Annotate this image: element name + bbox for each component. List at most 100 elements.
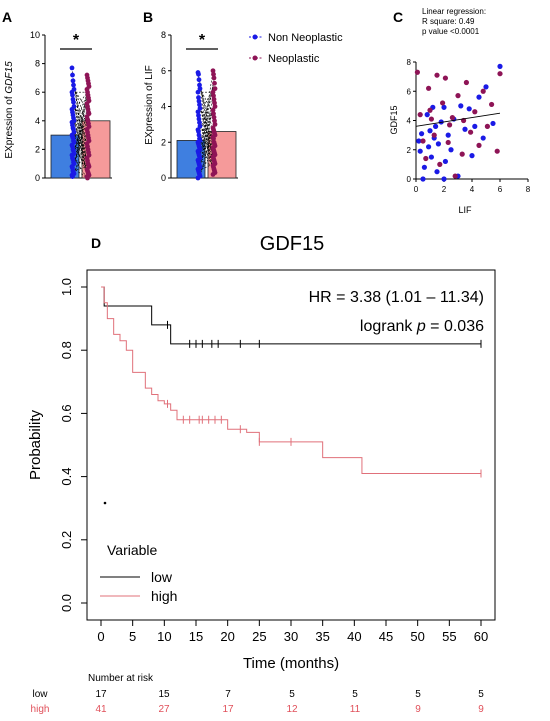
scatter-point — [433, 123, 439, 129]
point-non-neoplastic — [197, 105, 203, 111]
x-tick-label: 0 — [414, 185, 419, 194]
y-tick-label: 0 — [407, 175, 412, 184]
legend-label-neo: Neoplastic — [268, 53, 320, 65]
scatter-point — [417, 148, 423, 154]
scatter-point — [434, 169, 440, 175]
risk-cell-high: 9 — [415, 704, 421, 715]
panel-d-logrank-annotation: logrank p = 0.036 — [360, 318, 484, 335]
panel-a-significance: * — [73, 32, 80, 49]
scatter-point — [480, 88, 486, 94]
risk-cell-low: 17 — [95, 689, 107, 700]
point-non-neoplastic — [196, 129, 201, 134]
y-tick-label: 0.2 — [59, 531, 74, 549]
scatter-point — [441, 176, 447, 182]
panel-letter-d: D — [91, 235, 101, 251]
x-tick-label: 4 — [470, 185, 475, 194]
scatter-point — [421, 164, 427, 170]
scatter-point — [445, 132, 451, 138]
point-non-neoplastic — [196, 95, 201, 100]
scatter-point — [463, 79, 469, 86]
x-tick-label: 35 — [315, 629, 329, 644]
point-non-neoplastic — [197, 82, 202, 88]
risk-table: Number at risk low high 17 15 7 5 5 5 541 27 17 1… — [31, 673, 485, 715]
panel-d-xlabel: Time (months) — [243, 655, 339, 672]
risk-cell-low: 15 — [158, 689, 170, 700]
scatter-point — [462, 126, 468, 132]
risk-cell-low: 7 — [225, 689, 231, 700]
scatter-point — [459, 151, 465, 157]
scatter-point — [472, 123, 478, 129]
scatter-point — [424, 112, 430, 118]
panel-b-ylabel: EXpression of LIF — [144, 65, 155, 144]
paired-line — [71, 92, 88, 167]
scatter-point — [428, 154, 434, 160]
x-tick-label: 25 — [252, 629, 266, 644]
point-non-neoplastic — [196, 113, 201, 118]
regression-line — [415, 112, 501, 127]
point-non-neoplastic — [197, 102, 202, 108]
paired-line — [73, 149, 89, 173]
scatter-point — [431, 132, 437, 138]
panel-d-ylabel: Probability — [27, 409, 44, 480]
panel-c-title-line-1: Linear regression: — [422, 7, 486, 16]
scatter-point — [483, 84, 489, 90]
scatter-point — [434, 72, 440, 78]
paired-line — [197, 70, 214, 170]
paired-line — [72, 99, 89, 167]
scatter-point — [416, 138, 422, 144]
scatter-point — [469, 153, 475, 159]
point-neoplastic — [211, 136, 216, 142]
point-neoplastic — [211, 71, 216, 77]
paired-line — [72, 129, 88, 137]
risk-table-title: Number at risk — [88, 673, 154, 684]
panel-d-title: GDF15 — [260, 233, 324, 255]
scatter-point — [468, 129, 474, 135]
point-neoplastic — [211, 93, 216, 99]
paired-line — [198, 163, 214, 172]
y-tick-label: 2 — [161, 137, 166, 147]
point-neoplastic — [212, 80, 217, 86]
point-neoplastic — [212, 118, 217, 124]
scatter-point — [445, 139, 451, 146]
panel-letter-c: C — [393, 9, 403, 25]
point-neoplastic — [210, 68, 216, 74]
km-legend-label-low: low — [151, 569, 173, 585]
y-tick-label: 4 — [407, 117, 412, 126]
x-tick-label: 40 — [347, 629, 361, 644]
scatter-point — [480, 135, 486, 141]
risk-cell-low: 5 — [289, 689, 295, 700]
panel-a-bar-chart: EXpression of GDF15 * 0 2 4 6 8 10 — [4, 30, 112, 183]
y-tick-label: 0.6 — [59, 404, 74, 422]
scatter-point — [417, 112, 423, 118]
y-tick-label: 10 — [30, 30, 40, 40]
point-neoplastic — [211, 111, 216, 117]
risk-cell-high: 27 — [158, 704, 170, 715]
scatter-point — [494, 148, 500, 154]
x-tick-label: 2 — [442, 185, 447, 194]
x-tick-label: 60 — [474, 629, 488, 644]
paired-line — [73, 132, 90, 167]
scatter-point — [435, 141, 441, 147]
scatter-point — [442, 158, 448, 165]
paired-line — [73, 120, 90, 150]
x-tick-label: 5 — [129, 629, 136, 644]
x-tick-label: 20 — [220, 629, 234, 644]
y-tick-label: 6 — [407, 87, 412, 96]
panel-c-scatter: Linear regression: R square: 0.49 p valu… — [389, 7, 531, 215]
bar-legend: Non Neoplastic Neoplastic — [249, 32, 343, 65]
panel-d-km-plot: GDF15 Probability Time (months) HR = 3.3… — [27, 233, 496, 672]
legend-marker-neo — [252, 55, 258, 61]
scatter-point — [490, 120, 496, 127]
scatter-point — [428, 116, 434, 122]
scatter-point — [423, 155, 429, 162]
x-tick-label: 0 — [97, 629, 104, 644]
risk-cell-high: 11 — [350, 704, 361, 715]
scatter-point — [426, 144, 432, 150]
scatter-point — [420, 176, 426, 182]
y-tick-label: 4 — [35, 116, 40, 126]
paired-line — [71, 121, 88, 130]
point-non-neoplastic — [71, 82, 76, 88]
legend-label-non: Non Neoplastic — [268, 32, 343, 44]
y-tick-label: 8 — [407, 58, 412, 67]
point-neoplastic — [210, 172, 216, 177]
